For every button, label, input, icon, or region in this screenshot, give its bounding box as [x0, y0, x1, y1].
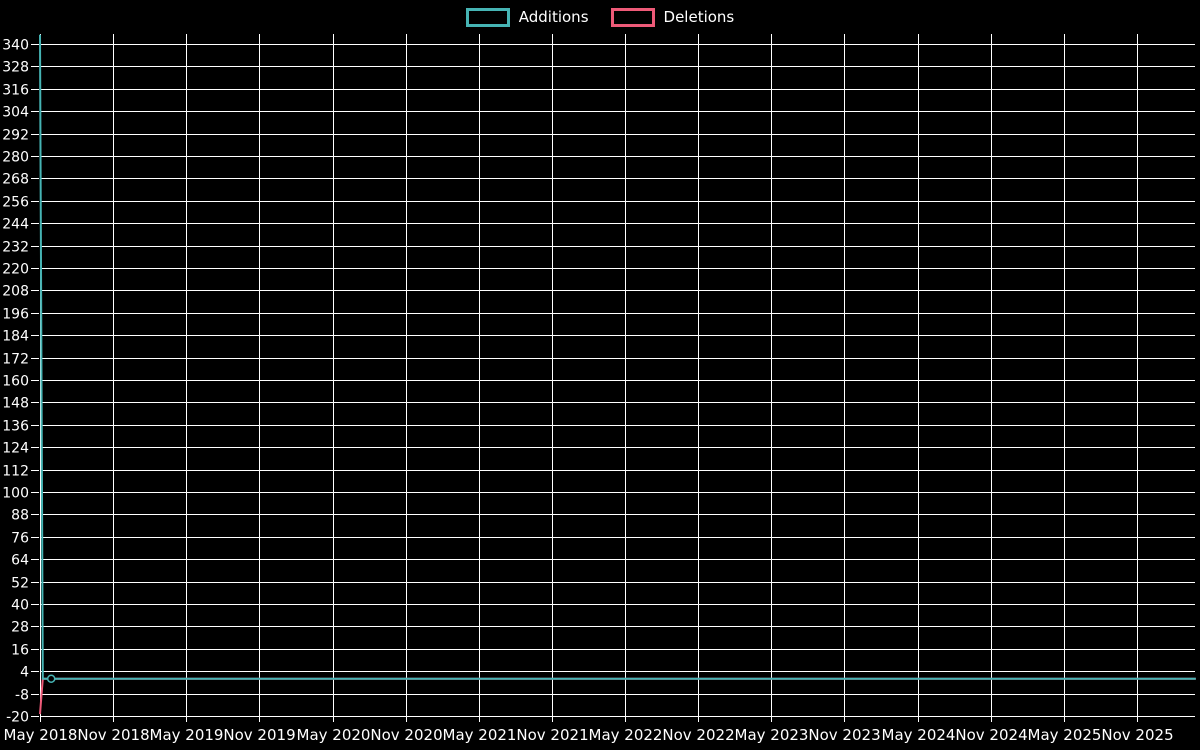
x-tick-label: Nov 2025 — [1101, 726, 1173, 744]
x-tick-label: Nov 2024 — [955, 726, 1027, 744]
deletions-swatch-icon — [610, 7, 655, 27]
x-grid-and-labels: May 2018 Nov 2018 May 2019 Nov 2019 May 2020… — [4, 34, 1174, 744]
y-tick-label: 76 — [11, 531, 29, 547]
y-tick-label: 304 — [2, 105, 29, 121]
y-tick-label: 64 — [11, 553, 29, 569]
y-tick-label: 148 — [2, 396, 29, 412]
y-tick-label: 88 — [11, 508, 29, 524]
x-tick-label: Nov 2022 — [662, 726, 734, 744]
y-tick-label: 232 — [2, 240, 29, 256]
legend-label-deletions: Deletions — [663, 8, 735, 26]
y-tick-label: -8 — [15, 688, 29, 704]
x-tick-label: May 2024 — [882, 726, 956, 744]
x-tick-label: May 2019 — [150, 726, 224, 744]
y-tick-label: 40 — [11, 598, 29, 614]
y-tick-label: 100 — [2, 486, 29, 502]
y-tick-label: 292 — [2, 128, 29, 144]
legend-label-additions: Additions — [518, 8, 589, 26]
y-tick-label: 136 — [2, 419, 29, 435]
additions-swatch-icon — [465, 7, 510, 27]
series-line-deletions — [39, 677, 1196, 715]
y-tick-label: 256 — [2, 195, 29, 211]
legend-item-additions[interactable]: Additions — [465, 7, 589, 27]
x-tick-label: Nov 2018 — [77, 726, 149, 744]
x-tick-label: Nov 2020 — [370, 726, 442, 744]
y-tick-label: 208 — [2, 284, 29, 300]
y-tick-label: 280 — [2, 150, 29, 166]
y-tick-label: 4 — [20, 665, 29, 681]
y-tick-label: 124 — [2, 441, 29, 457]
y-tick-label: 184 — [2, 329, 29, 345]
y-tick-label: 52 — [11, 576, 29, 592]
x-tick-label: May 2025 — [1028, 726, 1102, 744]
chart-legend: Additions Deletions — [0, 7, 1200, 27]
x-tick-label: Nov 2019 — [223, 726, 295, 744]
series-line-additions — [39, 34, 1196, 680]
y-tick-label: 172 — [2, 352, 29, 368]
y-grid-and-labels: -20 -8 4 16 28 40 52 64 76 88 100 112 124 136 148 160 17… — [2, 38, 1195, 726]
y-tick-label: 316 — [2, 83, 29, 99]
x-tick-label: May 2018 — [4, 726, 78, 744]
series-point-marker-additions[interactable] — [46, 674, 56, 683]
y-tick-label: 340 — [2, 38, 29, 54]
y-tick-label: -20 — [6, 710, 29, 726]
x-tick-label: Nov 2021 — [516, 726, 588, 744]
y-tick-label: 328 — [2, 60, 29, 76]
y-tick-label: 196 — [2, 307, 29, 323]
x-tick-label: Nov 2023 — [808, 726, 880, 744]
y-tick-label: 16 — [11, 643, 29, 659]
x-tick-label: May 2021 — [443, 726, 517, 744]
y-tick-label: 220 — [2, 262, 29, 278]
x-tick-label: May 2020 — [297, 726, 371, 744]
x-tick-label: May 2022 — [589, 726, 663, 744]
y-tick-label: 28 — [11, 620, 29, 636]
legend-item-deletions[interactable]: Deletions — [610, 7, 735, 27]
y-tick-label: 244 — [2, 217, 29, 233]
y-tick-label: 112 — [2, 464, 29, 480]
y-tick-label: 268 — [2, 172, 29, 188]
y-tick-label: 160 — [2, 374, 29, 390]
x-tick-label: May 2023 — [735, 726, 809, 744]
